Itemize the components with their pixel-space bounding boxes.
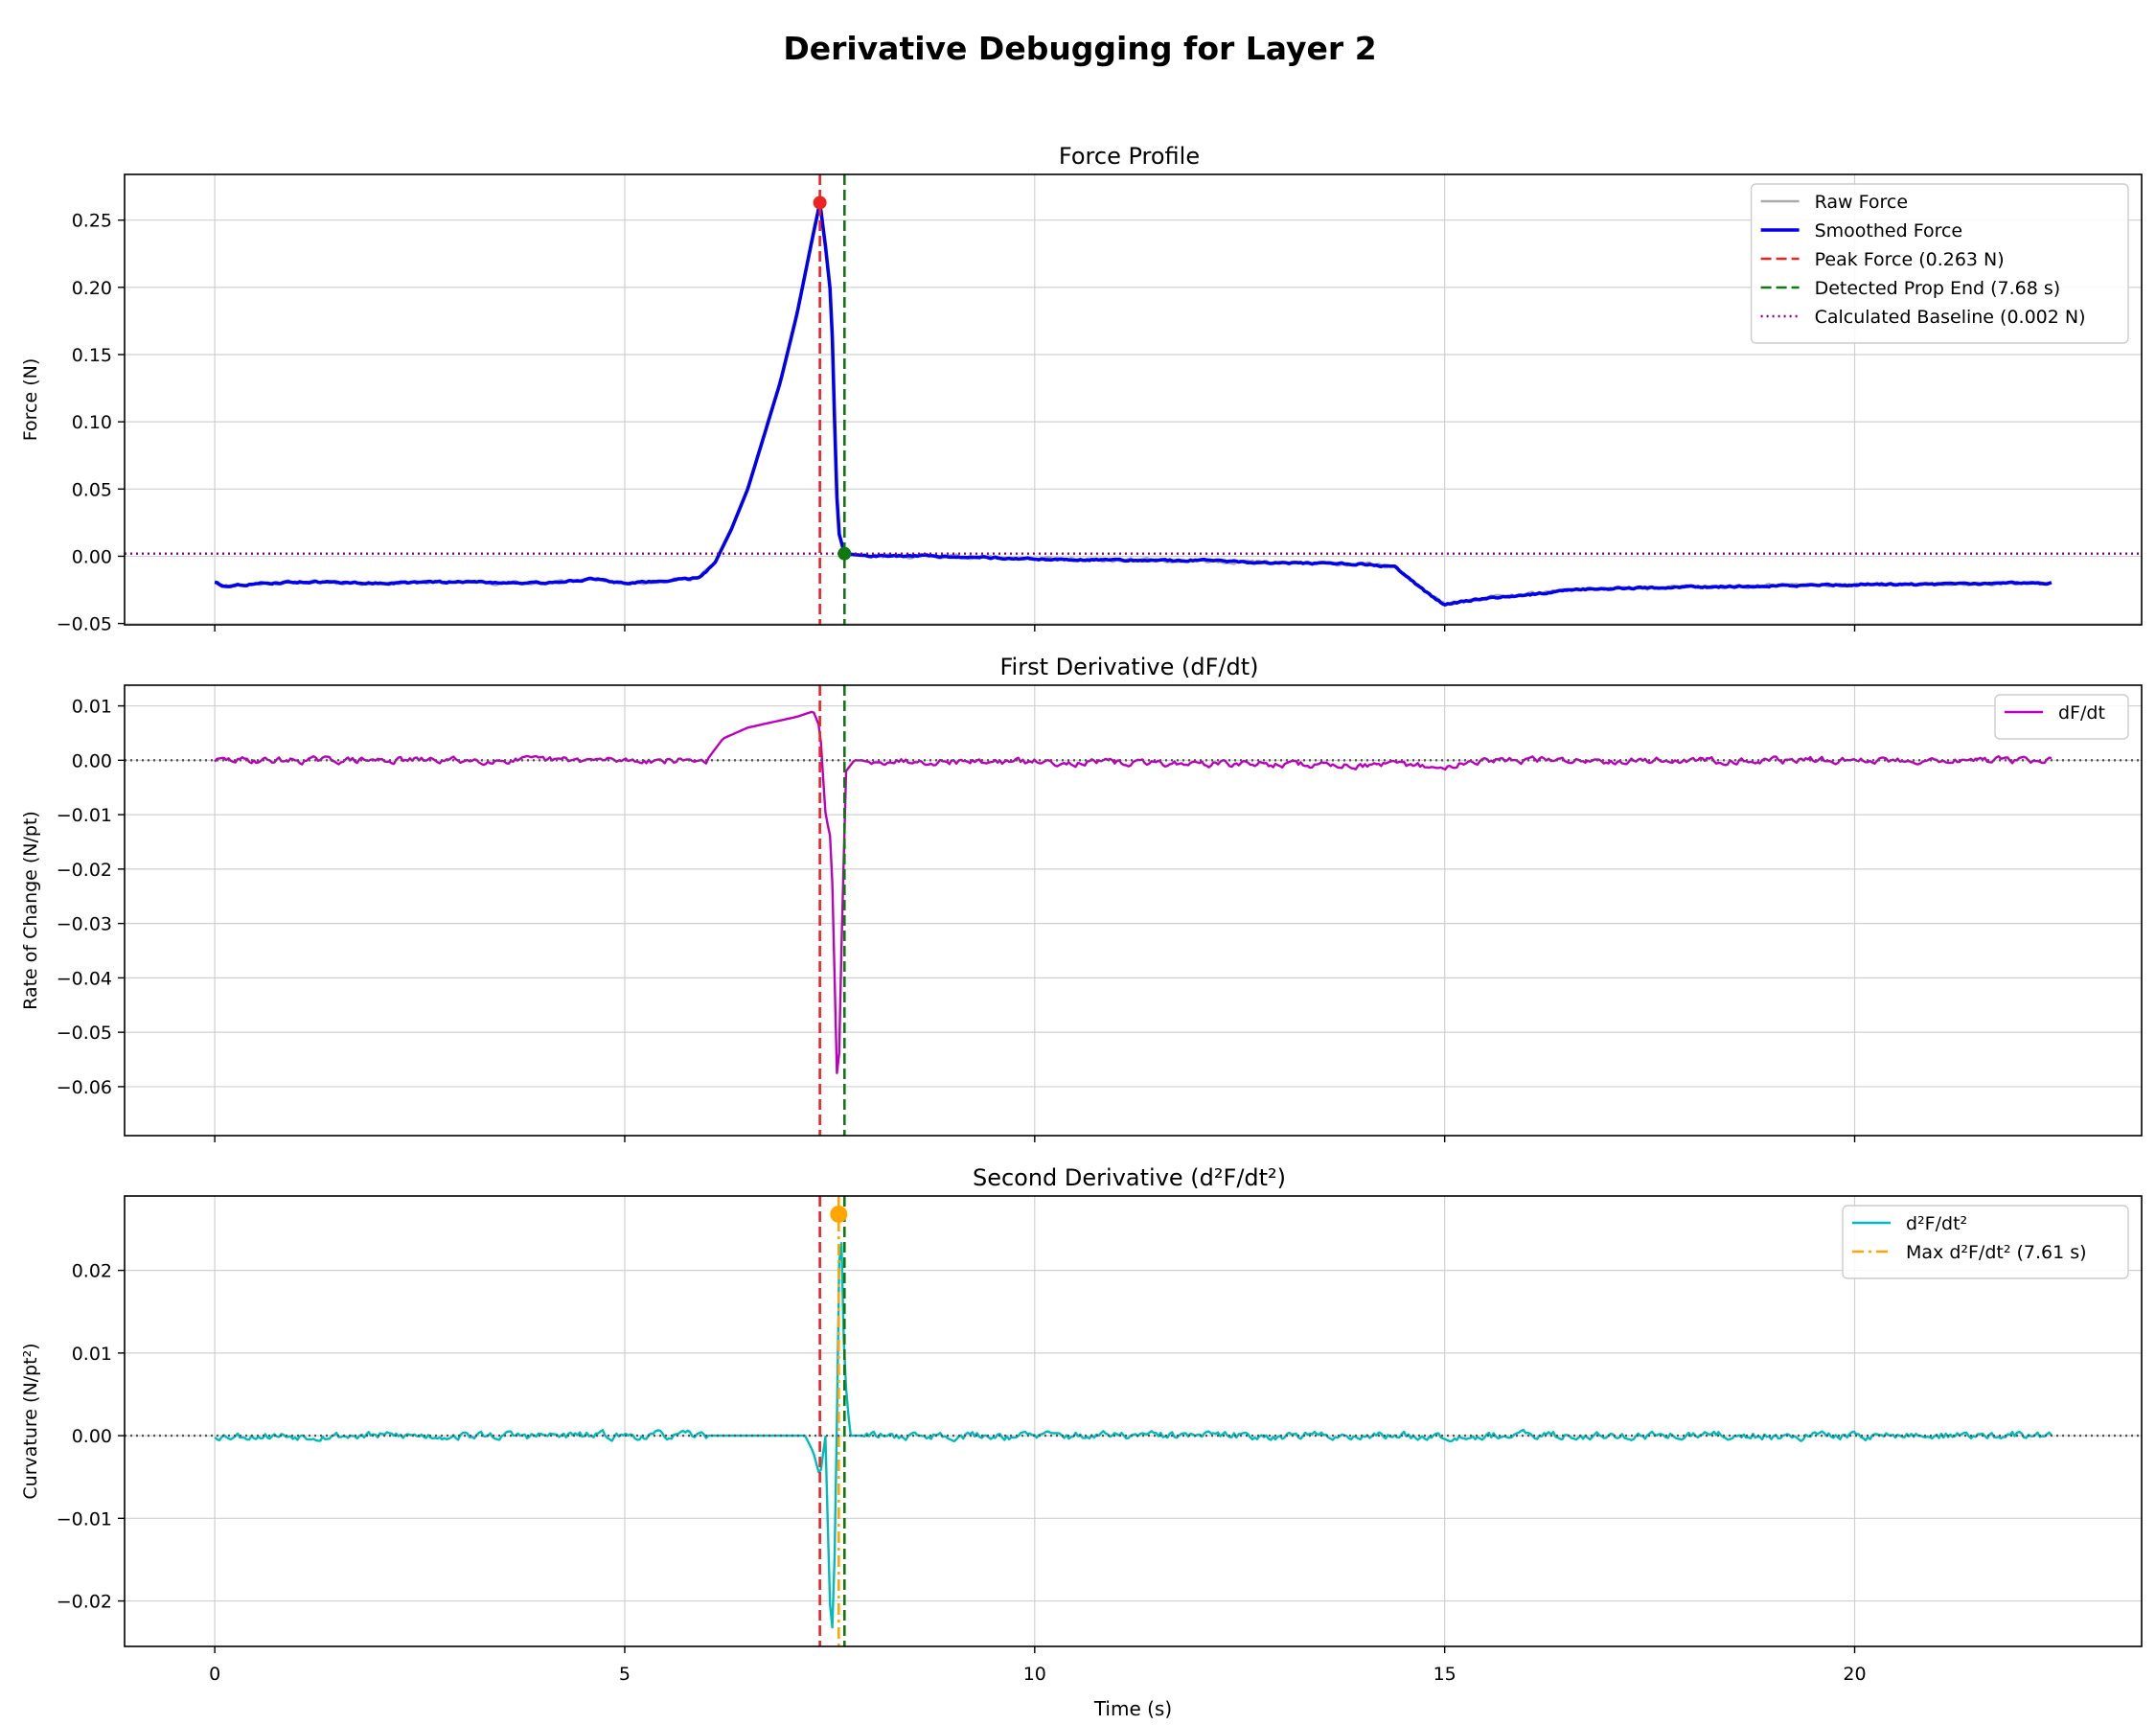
- legend-label: dF/dt: [2058, 702, 2105, 724]
- legend-box: [1994, 694, 2129, 740]
- legend-label: Smoothed Force: [1815, 220, 1963, 242]
- y-tick-label: 0.01: [72, 697, 112, 718]
- axes-panel-3: 0 5 10 15 20 −0.02 −0.01 0.00 0.01 0.02 Second Der…: [20, 1164, 2143, 1720]
- y-tick-label: 0.10: [72, 412, 112, 433]
- axes-panel-1: −0.05 0.00 0.05 0.10 0.15 0.20 0.25 Force Profi…: [20, 143, 2143, 635]
- y-axis-label: Force (N): [20, 358, 41, 441]
- y-tick-label: 0.00: [72, 1426, 112, 1447]
- axes-layer: −0.05 0.00 0.05 0.10 0.15 0.20 0.25 Force Profi…: [20, 143, 2143, 1720]
- y-tick-label: 0.02: [72, 1261, 112, 1282]
- axes-panel-2: −0.06 −0.05 −0.04 −0.03 −0.02 −0.01 0.00 0.01 Fi…: [20, 654, 2143, 1142]
- figure-title: Derivative Debugging for Layer 2: [783, 30, 1376, 67]
- legend: Raw Force Smoothed Force Peak Force (0.263…: [1750, 183, 2129, 344]
- y-tick-label: −0.01: [57, 1508, 112, 1530]
- y-tick-label: −0.03: [57, 914, 112, 935]
- panel-title: Second Derivative (d²F/dt²): [973, 1164, 1286, 1191]
- legend-box: [1750, 183, 2129, 344]
- legend-label: Detected Prop End (7.68 s): [1815, 278, 2061, 299]
- y-axis-label: Rate of Change (N/pt): [20, 811, 41, 1010]
- x-tick-label: 0: [209, 1664, 220, 1685]
- legend-label: Calculated Baseline (0.002 N): [1815, 307, 2086, 328]
- plot-area: [125, 685, 2142, 1136]
- x-tick-label: 20: [1843, 1664, 1866, 1685]
- data-marker: [830, 1205, 848, 1223]
- legend-label: Max d²F/dt² (7.61 s): [1906, 1242, 2087, 1263]
- y-tick-label: 0.00: [72, 750, 112, 771]
- y-tick-label: −0.06: [57, 1077, 112, 1098]
- y-tick-label: −0.01: [57, 805, 112, 826]
- legend-label: d²F/dt²: [1906, 1213, 1967, 1234]
- y-tick-label: 0.05: [72, 479, 112, 500]
- plot-area: [125, 1196, 2142, 1646]
- legend-label: Peak Force (0.263 N): [1815, 249, 2005, 270]
- y-tick-label: −0.04: [57, 968, 112, 989]
- axes-frame: [124, 173, 2143, 626]
- y-axis-label: Curvature (N/pt²): [20, 1343, 41, 1499]
- legend-label: Raw Force: [1815, 192, 1908, 213]
- y-tick-label: 0.15: [72, 345, 112, 366]
- y-tick-label: 0.20: [72, 278, 112, 299]
- legend: dF/dt: [1994, 694, 2129, 740]
- y-tick-label: 0.25: [72, 211, 112, 232]
- panel-title: First Derivative (dF/dt): [1000, 654, 1259, 680]
- panel-title: Force Profile: [1059, 143, 1200, 170]
- y-tick-label: −0.05: [57, 614, 112, 635]
- x-tick-label: 5: [619, 1664, 631, 1685]
- axes-frame: [124, 1195, 2143, 1647]
- series-line: [214, 1242, 2053, 1629]
- x-tick-label: 10: [1023, 1664, 1046, 1685]
- x-tick-label: 15: [1434, 1664, 1456, 1685]
- series-line: [214, 207, 2053, 607]
- y-tick-label: 0.00: [72, 546, 112, 567]
- y-tick-label: −0.02: [57, 860, 112, 881]
- data-marker: [813, 196, 827, 210]
- legend: d²F/dt² Max d²F/dt² (7.61 s): [1842, 1205, 2129, 1279]
- axes-frame: [124, 684, 2143, 1137]
- series-line: [214, 710, 2053, 1074]
- y-tick-label: −0.02: [57, 1592, 112, 1613]
- data-marker: [837, 546, 852, 561]
- x-axis-label: Time (s): [1093, 1697, 1172, 1720]
- legend-box: [1842, 1205, 2129, 1279]
- y-tick-label: 0.01: [72, 1344, 112, 1365]
- y-tick-label: −0.05: [57, 1023, 112, 1044]
